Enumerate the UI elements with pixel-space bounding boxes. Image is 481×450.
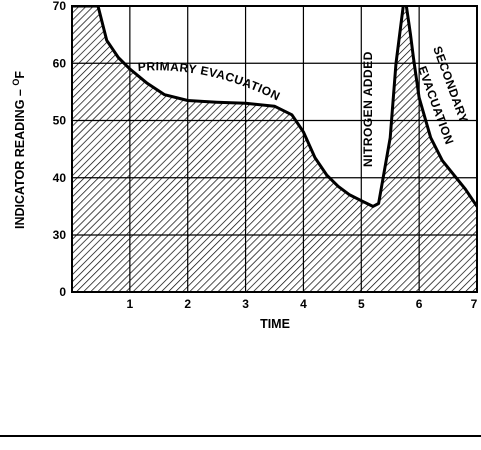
y-tick-label: 50 bbox=[53, 114, 67, 128]
area-fill bbox=[72, 6, 477, 292]
x-tick-label: 6 bbox=[416, 297, 423, 311]
annotation-nitrogen-added: NITROGEN ADDED bbox=[361, 51, 375, 167]
plot-area bbox=[71, 5, 478, 293]
y-axis-title: INDICATOR READING – OF bbox=[11, 71, 27, 229]
y-axis-title-text: INDICATOR READING – bbox=[13, 86, 27, 229]
y-axis-unit: F bbox=[13, 71, 27, 79]
x-tick-label: 3 bbox=[242, 297, 249, 311]
x-tick-label: 5 bbox=[358, 297, 365, 311]
y-tick-label: 60 bbox=[53, 56, 67, 70]
y-tick-label: 70 bbox=[53, 0, 67, 13]
series-line bbox=[72, 6, 477, 208]
plot-frame bbox=[71, 5, 478, 293]
y-tick-label: 0 bbox=[59, 285, 66, 299]
bottom-rule bbox=[0, 435, 481, 437]
x-tick-label: 2 bbox=[184, 297, 191, 311]
y-tick-label: 40 bbox=[53, 171, 67, 185]
degree-symbol: O bbox=[11, 79, 21, 86]
y-axis: 0 30 40 50 60 70 bbox=[53, 0, 67, 299]
x-tick-label: 4 bbox=[300, 297, 307, 311]
y-tick-label: 30 bbox=[53, 228, 67, 242]
x-tick-label: 1 bbox=[127, 297, 134, 311]
x-axis: 1 2 3 4 5 6 7 bbox=[127, 297, 478, 311]
x-axis-title: TIME bbox=[260, 317, 290, 331]
grid bbox=[72, 6, 477, 292]
x-tick-label: 7 bbox=[471, 297, 478, 311]
